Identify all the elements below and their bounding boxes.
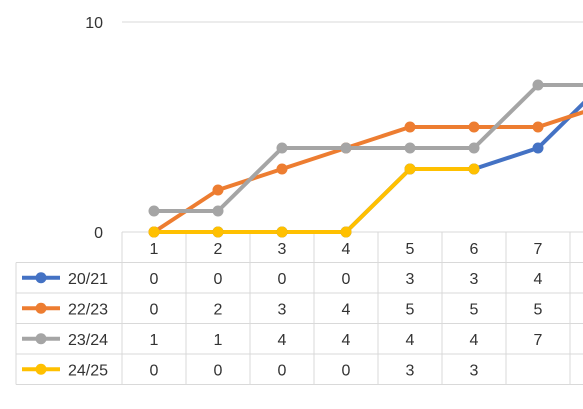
data-label: 4 [470,332,479,349]
series-line [152,167,476,234]
series-line [152,110,583,234]
data-label: 3 [470,362,479,379]
data-point [276,226,288,238]
data-label: 2 [214,301,223,318]
y-axis-labels: 0 10 [85,15,103,242]
legend-key-marker [35,272,47,284]
data-point [532,121,544,133]
data-point [212,184,224,196]
series-lines [152,83,583,234]
category-label: 3 [278,241,287,258]
data-point [212,226,224,238]
series-line [152,83,583,213]
data-label: 1 [214,332,223,349]
data-label: 3 [470,271,479,288]
legend-series-name: 20/21 [68,271,108,288]
data-label: 4 [406,332,415,349]
data-label: 0 [150,362,159,379]
legend-key-marker [35,333,47,345]
category-label: 7 [534,241,543,258]
series-points [148,79,544,238]
data-point [468,121,480,133]
legend-series-name: 22/23 [68,301,108,318]
data-point [212,205,224,217]
data-point [532,79,544,91]
legend-key-marker [35,363,47,375]
data-point [276,163,288,175]
category-label: 1 [150,241,159,258]
data-point [340,142,352,154]
data-point [532,142,544,154]
data-point [404,142,416,154]
y-tick-label: 0 [94,225,103,242]
category-label: 5 [406,241,415,258]
data-label: 4 [534,271,543,288]
data-label: 5 [470,301,479,318]
data-label: 0 [278,362,287,379]
data-label: 0 [342,271,351,288]
data-label: 0 [150,271,159,288]
data-label: 0 [342,362,351,379]
category-label: 6 [470,241,479,258]
data-table: 1234567820/210000334722/230234555623/241… [15,231,583,385]
data-label: 0 [214,362,223,379]
data-label: 4 [342,301,351,318]
category-label: 4 [342,241,351,258]
data-point [404,163,416,175]
data-label: 5 [406,301,415,318]
data-point [276,142,288,154]
data-label: 3 [406,362,415,379]
legend-series-name: 23/24 [68,332,108,349]
data-label: 0 [278,271,287,288]
data-label: 3 [278,301,287,318]
data-label: 4 [278,332,287,349]
data-point [340,226,352,238]
data-label: 7 [534,332,543,349]
data-point [468,163,480,175]
legend-key-marker [35,302,47,314]
data-label: 4 [342,332,351,349]
category-label: 2 [214,241,223,258]
data-point [148,205,160,217]
y-tick-label: 10 [85,15,103,32]
data-point [404,121,416,133]
data-label: 0 [150,301,159,318]
data-label: 0 [214,271,223,288]
data-label: 1 [150,332,159,349]
data-label: 5 [534,301,543,318]
legend-series-name: 24/25 [68,362,108,379]
data-point [468,142,480,154]
data-point [148,226,160,238]
data-label: 3 [406,271,415,288]
